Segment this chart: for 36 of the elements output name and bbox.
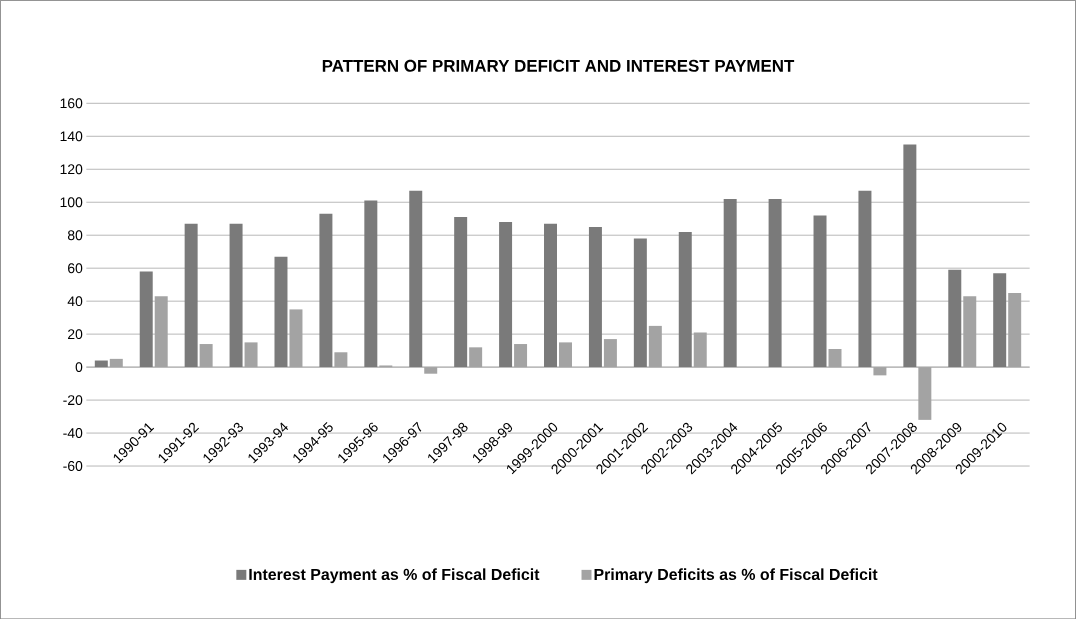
bar xyxy=(544,223,557,367)
bar xyxy=(678,231,692,367)
bar xyxy=(184,223,198,367)
bar xyxy=(948,269,962,367)
chart-title: PATTERN OF PRIMARY DEFICIT AND INTEREST PAYMENT xyxy=(322,59,795,72)
y-tick-label: 120 xyxy=(60,164,83,175)
y-tick-label: -60 xyxy=(63,460,83,471)
y-tick-label: -40 xyxy=(63,427,83,438)
bar xyxy=(454,216,468,367)
bar xyxy=(319,213,333,367)
y-tick-label: 40 xyxy=(67,296,83,306)
bar xyxy=(903,144,917,367)
bar xyxy=(139,271,153,367)
y-tick-label: 80 xyxy=(67,230,83,240)
bar xyxy=(993,272,1007,367)
bar xyxy=(229,223,243,367)
y-tick-label: 100 xyxy=(60,197,83,208)
bar xyxy=(633,238,647,367)
y-tick-label: 0 xyxy=(75,362,83,372)
y-tick-label: 20 xyxy=(68,329,83,339)
bar xyxy=(858,190,872,367)
bar xyxy=(364,200,378,367)
bar xyxy=(588,226,602,367)
bar xyxy=(768,198,782,367)
bar xyxy=(274,256,288,367)
bar xyxy=(94,360,108,367)
bar xyxy=(813,215,827,367)
y-tick-label: -20 xyxy=(63,394,83,405)
legend-label: Primary Deficits as % of Fiscal Deficit xyxy=(594,568,878,584)
y-tick-label: 60 xyxy=(68,263,83,273)
bar xyxy=(723,198,737,367)
y-tick-label: 140 xyxy=(60,131,83,142)
bar xyxy=(409,190,423,367)
bar xyxy=(499,221,513,367)
legend-label: Interest Payment as % of Fiscal Deficit xyxy=(249,568,540,584)
y-tick-label: 160 xyxy=(60,98,83,109)
